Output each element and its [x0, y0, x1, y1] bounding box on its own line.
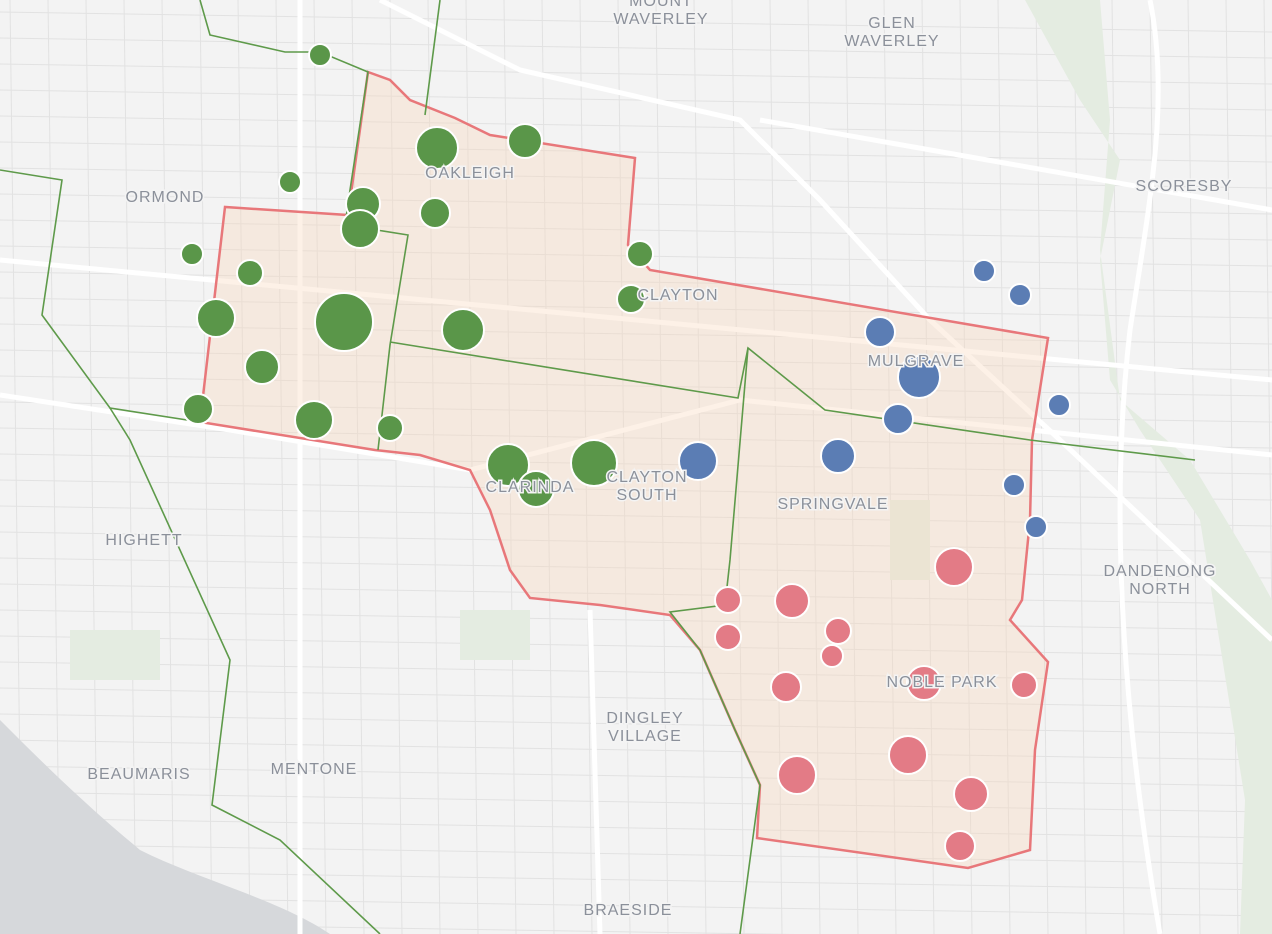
street: [0, 375, 1272, 397]
street: [0, 557, 1272, 579]
street: [0, 661, 1272, 683]
place-label-line: CLAYTON: [637, 287, 718, 304]
place-label-line: SCORESBY: [1136, 178, 1233, 195]
place-label-line: BEAUMARIS: [87, 766, 190, 783]
street: [997, 0, 1011, 934]
street: [123, 0, 137, 934]
street: [0, 505, 1272, 527]
place-label: CLARINDA: [486, 479, 575, 496]
place-label: SPRINGVALE: [777, 496, 888, 513]
street: [921, 0, 935, 934]
place-label-line: NORTH: [1129, 581, 1191, 598]
street: [161, 0, 175, 934]
street: [0, 63, 1272, 85]
street: [0, 687, 1272, 709]
data-points: [180, 43, 1071, 862]
place-label-line: MOUNT: [629, 0, 693, 10]
street: [1149, 0, 1163, 934]
place-label: NOBLE PARK: [886, 674, 997, 691]
street: [0, 141, 1272, 163]
place-label: CLAYTON SOUTH: [606, 469, 687, 504]
place-label-line: BRAESIDE: [584, 902, 673, 919]
street: [1263, 0, 1272, 662]
place-labels: MOUNT WAVERLEY GLEN WAVERLEYORMONDOAKLEIGHC…: [86, 0, 1233, 921]
street: [85, 0, 99, 934]
place-label-line: ORMOND: [126, 189, 205, 206]
street: [0, 453, 1272, 475]
street: [0, 869, 1272, 891]
water: [0, 720, 330, 934]
street: [389, 0, 403, 934]
place-label: GLEN WAVERLEY: [844, 15, 939, 50]
place-label: CLAYTON: [637, 287, 718, 304]
street: [351, 0, 365, 934]
street: [0, 765, 1272, 787]
place-label-line: GLEN: [868, 15, 916, 32]
street: [0, 791, 1272, 813]
street: [1035, 0, 1049, 934]
street: [0, 739, 1272, 761]
division-lines: [0, 0, 1196, 934]
street: [0, 427, 1272, 449]
street: [0, 89, 1272, 111]
electorate-boundary: [198, 70, 1050, 870]
place-label-line: HIGHETT: [105, 532, 182, 549]
place-label-line: CLARINDA: [486, 479, 575, 496]
street: [0, 167, 1272, 189]
street: [313, 0, 327, 934]
place-label-line: WAVERLEY: [613, 11, 708, 28]
place-label: MOUNT WAVERLEY: [613, 0, 708, 28]
place-label: BRAESIDE: [584, 902, 673, 919]
place-label-line: VILLAGE: [608, 728, 682, 745]
place-label: BEAUMARIS: [87, 766, 190, 783]
place-label: SCORESBY: [1136, 178, 1233, 195]
place-label-line: MULGRAVE: [868, 353, 965, 370]
place-label: DANDENONG NORTH: [1103, 563, 1216, 598]
place-label: OAKLEIGH: [425, 165, 515, 182]
place-label-line: CLAYTON: [606, 469, 687, 486]
street: [0, 843, 1272, 865]
street: [0, 635, 1272, 657]
place-label-line: NOBLE PARK: [886, 674, 997, 691]
place-label: DINGLEY VILLAGE: [606, 710, 683, 745]
street: [0, 713, 1272, 735]
street: [541, 0, 555, 934]
place-label: HIGHETT: [105, 532, 182, 549]
parks: [70, 0, 1272, 934]
street: [275, 0, 289, 934]
street: [0, 115, 1272, 137]
street: [199, 0, 213, 934]
street: [237, 0, 251, 934]
street: [0, 479, 1272, 501]
place-label-line: MENTONE: [271, 761, 358, 778]
place-label-line: WAVERLEY: [844, 33, 939, 50]
street: [0, 219, 1272, 241]
street: [0, 583, 1272, 605]
place-label-line: SOUTH: [617, 487, 678, 504]
street: [1225, 0, 1239, 934]
street: [1073, 0, 1087, 934]
street: [0, 271, 1272, 293]
place-label-line: DINGLEY: [606, 710, 683, 727]
place-label-line: OAKLEIGH: [425, 165, 515, 182]
place-label: MENTONE: [271, 761, 358, 778]
street: [0, 349, 1272, 371]
street: [655, 0, 669, 934]
street: [0, 609, 1272, 631]
street: [0, 531, 1272, 553]
street: [0, 193, 1272, 215]
place-label: ORMOND: [126, 189, 205, 206]
place-label-line: DANDENONG: [1103, 563, 1216, 580]
place-label-line: SPRINGVALE: [777, 496, 888, 513]
street: [0, 817, 1272, 839]
place-label: MULGRAVE: [868, 353, 965, 370]
